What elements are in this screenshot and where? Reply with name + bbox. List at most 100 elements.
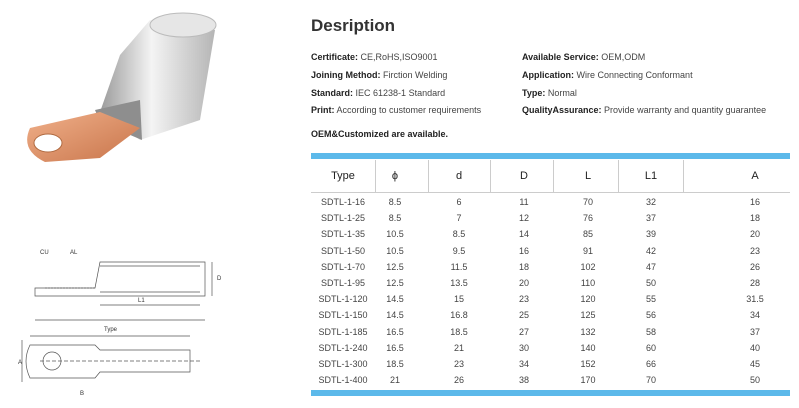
table-cell: 132	[580, 326, 596, 337]
table-cell: 66	[645, 359, 657, 369]
table-bottom-bar	[311, 390, 790, 396]
spec-label: Certificate:	[311, 52, 359, 62]
table-cell: 14.5	[386, 310, 404, 321]
table-cell: 38	[518, 375, 530, 386]
column-header: L1	[644, 170, 658, 182]
table-cell: SDTL-1-25	[320, 213, 366, 224]
spec-item: Available Service: OEM,ODM	[522, 52, 645, 62]
table-cell: 34	[749, 310, 761, 321]
table-cell: 70	[645, 375, 657, 386]
table-cell: SDTL-1-120	[318, 294, 368, 305]
table-cell: SDTL-1-185	[318, 326, 368, 337]
spec-value: OEM,ODM	[601, 52, 646, 62]
table-cell: 8.5	[452, 229, 466, 240]
table-cell: 13.5	[450, 278, 468, 288]
section-title: Desription	[311, 16, 396, 35]
table-cell: SDTL-1-150	[318, 310, 368, 321]
table-cell: 76	[582, 213, 594, 224]
table-cell: 27	[518, 326, 530, 337]
table-cell: 21	[453, 342, 465, 353]
table-cell: SDTL-1-95	[320, 278, 366, 288]
drawing-label: AL	[70, 250, 78, 256]
table-cell: 16.5	[386, 326, 404, 337]
table-cell: 39	[645, 229, 657, 240]
table-cell: SDTL-1-300	[318, 359, 368, 369]
table-cell: 26	[749, 261, 761, 272]
drawing-label: B	[80, 391, 84, 397]
side-drawing	[34, 261, 213, 321]
table-cell: 40	[749, 342, 761, 353]
table-cell: 14	[518, 229, 530, 240]
column-separator	[683, 160, 684, 192]
spec-label: Type:	[522, 87, 546, 98]
table-cell: 42	[645, 245, 657, 256]
table-cell: 12.5	[386, 261, 404, 272]
table-cell: 34	[518, 359, 530, 369]
table-cell: 9.5	[452, 245, 466, 256]
column-header: L	[584, 170, 592, 182]
table-cell: 16.5	[386, 342, 404, 353]
product-images: CU AL D L1 Type A B	[18, 12, 222, 397]
table-cell: 23	[749, 245, 761, 256]
table-cell: 55	[645, 294, 657, 305]
table-cell: 60	[645, 342, 657, 353]
table-cell: 18.5	[450, 326, 468, 337]
table-cell: 12.5	[386, 278, 404, 288]
table-cell: SDTL-1-70	[320, 261, 366, 272]
table-cell: 10.5	[386, 245, 404, 256]
spec-label: Print:	[311, 105, 335, 116]
table-cell: 31.5	[746, 294, 764, 305]
table-cell: 26	[453, 375, 465, 386]
column-header: Type	[331, 170, 355, 182]
table-cell: 23	[518, 294, 530, 305]
spec-item: Type: Normal	[522, 88, 577, 98]
spec-value: Wire Connecting Conformant	[576, 69, 693, 80]
table-cell: 58	[645, 326, 657, 337]
table-cell: 125	[580, 310, 596, 321]
spec-item: Certificate: CE,RoHS,ISO9001	[311, 52, 438, 62]
table-cell: 11	[519, 197, 529, 207]
table-cell: 18.5	[386, 359, 404, 369]
table-cell: 12	[518, 213, 530, 224]
table-cell: 37	[749, 326, 761, 337]
table-cell: 6	[456, 197, 462, 207]
spec-label: QualityAssurance:	[522, 105, 602, 116]
drawing-label: A	[18, 360, 22, 366]
column-separator	[375, 160, 376, 192]
table-cell: SDTL-1-50	[320, 245, 366, 256]
table-cell: 85	[582, 229, 594, 240]
spec-item: Joining Method: Firction Welding	[311, 70, 447, 80]
spec-value: Provide warranty and quantity guarantee	[604, 105, 767, 116]
table-cell: 14.5	[386, 294, 404, 305]
table-cell: 140	[580, 342, 596, 353]
table-cell: 32	[645, 197, 657, 207]
table-cell: SDTL-1-240	[318, 342, 368, 353]
drawing-label: D	[217, 276, 222, 282]
spec-label: Available Service:	[522, 52, 599, 62]
table-cell: 20	[749, 229, 761, 240]
lug-photo	[27, 12, 217, 162]
spec-item: Print: According to customer requirement…	[311, 105, 481, 115]
column-separator	[490, 160, 491, 192]
table-cell: SDTL-1-400	[318, 375, 368, 386]
table-cell: 102	[580, 261, 596, 272]
spec-label: Standard:	[311, 87, 354, 98]
spec-item: Standard: IEC 61238-1 Standard	[311, 88, 445, 98]
column-header: d	[455, 170, 463, 182]
table-cell: SDTL-1-16	[320, 197, 366, 207]
spec-item: QualityAssurance: Provide warranty and q…	[522, 105, 766, 115]
table-cell: 25	[518, 310, 530, 321]
spec-value: Firction Welding	[383, 69, 448, 80]
table-cell: 18	[749, 213, 761, 224]
table-cell: 8.5	[388, 213, 402, 224]
table-cell: 37	[645, 213, 657, 224]
table-cell: 152	[580, 359, 596, 369]
column-separator	[553, 160, 554, 192]
note: OEM&Customized are available.	[311, 129, 449, 139]
spec-item: Application: Wire Connecting Conformant	[522, 70, 693, 80]
table-cell: 23	[453, 359, 465, 369]
table-cell: 170	[580, 375, 596, 386]
spec-value: IEC 61238-1 Standard	[355, 87, 446, 98]
drawing-label: CU	[40, 250, 49, 256]
table-cell: 11.5	[450, 261, 468, 272]
